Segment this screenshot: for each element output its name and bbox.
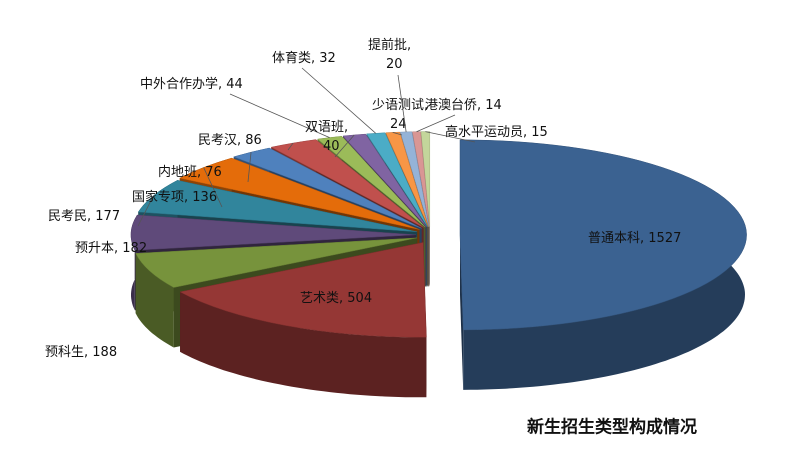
leader-line	[416, 114, 456, 133]
data-label: 双语班, 40	[305, 120, 352, 154]
leader-line	[425, 131, 476, 143]
slice	[366, 132, 428, 227]
label-separator: ,	[197, 165, 205, 180]
label-separator: ,	[87, 209, 95, 224]
label-separator: ,	[523, 125, 531, 140]
slice	[137, 180, 418, 233]
label-value: 76	[205, 165, 222, 180]
leader-line	[397, 74, 407, 132]
label-separator: ,	[184, 190, 192, 205]
label-category: 预升本	[75, 241, 114, 256]
label-separator: ,	[344, 120, 352, 135]
data-label: 艺术类, 504	[300, 291, 372, 306]
label-category: 艺术类	[300, 291, 339, 306]
label-separator: ,	[424, 98, 432, 113]
slice	[179, 242, 427, 338]
data-label: 提前批, 20	[368, 37, 415, 72]
leader-line	[392, 132, 403, 136]
label-value: 24	[390, 117, 407, 132]
label-category: 提前批	[368, 37, 407, 53]
data-label: 高水平运动员, 15	[445, 124, 548, 140]
data-label: 普通本科, 1527	[588, 231, 681, 246]
leader-line	[287, 142, 294, 151]
label-category: 普通本科	[588, 231, 640, 246]
label-value: 15	[531, 125, 548, 140]
label-separator: ,	[640, 231, 648, 246]
slice-side	[180, 291, 427, 398]
slice-side	[135, 253, 174, 348]
data-label: 民考民, 177	[48, 209, 120, 224]
chart-title: 新生招生类型构成情况	[527, 417, 697, 438]
label-category: 高水平运动员	[445, 124, 523, 140]
label-separator: ,	[114, 241, 122, 256]
label-value: 32	[319, 51, 336, 66]
label-value: 14	[485, 98, 502, 113]
label-separator: ,	[477, 98, 485, 113]
data-label: 预科生, 188	[45, 345, 117, 360]
slice	[135, 237, 417, 288]
data-label: 预升本, 182	[75, 241, 147, 256]
slice	[412, 131, 430, 227]
label-value: 20	[386, 57, 403, 72]
leader-line	[203, 167, 223, 208]
label-category: 中外合作办学	[140, 76, 218, 92]
label-value: 44	[226, 77, 243, 92]
data-label: 中外合作办学, 44	[140, 76, 243, 92]
label-category: 民考汉	[198, 133, 237, 148]
label-separator: ,	[311, 51, 319, 66]
label-category: 体育类	[272, 50, 311, 66]
label-category: 港澳台侨	[425, 97, 477, 113]
label-separator: ,	[237, 133, 245, 148]
data-label: 国家专项, 136	[132, 189, 217, 205]
leader-line	[229, 93, 330, 138]
label-separator: ,	[84, 345, 92, 360]
label-separator: ,	[218, 77, 226, 92]
data-label: 体育类, 32	[272, 50, 336, 66]
label-value: 1527	[648, 231, 681, 246]
label-category: 少语测试	[372, 98, 424, 113]
label-value: 136	[192, 190, 217, 205]
label-category: 双语班	[305, 120, 344, 135]
data-label: 内地班, 76	[158, 164, 222, 180]
slice	[130, 214, 417, 251]
label-value: 177	[95, 209, 120, 224]
data-label: 少语测试, 24	[372, 98, 432, 132]
label-category: 国家专项	[132, 189, 184, 205]
data-label: 民考汉, 86	[198, 133, 262, 148]
label-value: 182	[122, 241, 147, 256]
slice	[342, 133, 427, 228]
slice-side	[460, 234, 464, 390]
label-value: 504	[347, 291, 372, 306]
leader-line	[301, 67, 377, 134]
data-label: 港澳台侨, 14	[425, 97, 502, 113]
label-separator: ,	[407, 38, 415, 53]
label-value: 86	[245, 133, 262, 148]
slice	[270, 139, 424, 228]
label-category: 民考民	[48, 209, 87, 224]
label-separator: ,	[339, 291, 347, 306]
label-value: 40	[323, 139, 340, 154]
label-category: 预科生	[45, 345, 84, 360]
slice	[459, 139, 747, 331]
leader-line	[247, 152, 252, 183]
slice	[420, 131, 431, 227]
label-value: 188	[92, 345, 117, 360]
label-category: 内地班	[158, 164, 197, 180]
leader-line	[137, 195, 154, 227]
leader-line	[334, 134, 355, 158]
